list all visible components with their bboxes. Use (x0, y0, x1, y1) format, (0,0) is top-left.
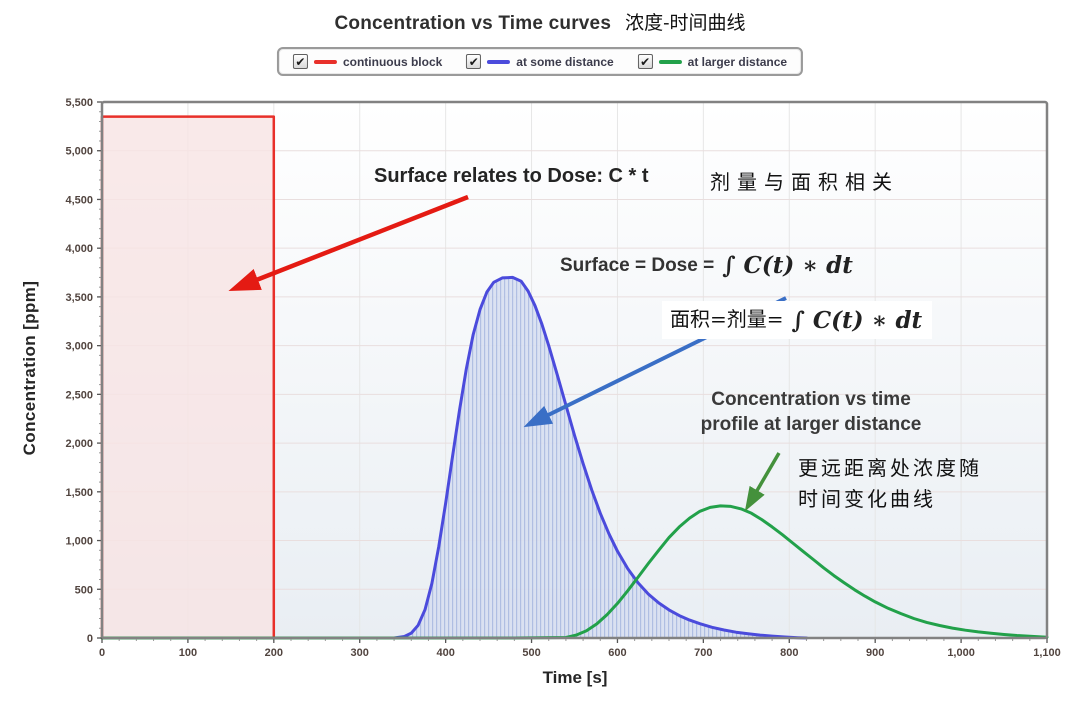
series-at-some-distance-fill (394, 277, 807, 638)
chart-title-zh: 浓度-时间曲线 (625, 12, 746, 34)
legend-item-label: at some distance (516, 54, 614, 69)
x-tick-label: 300 (351, 647, 369, 659)
x-tick-label: 100 (179, 647, 197, 659)
annotation-larger-profile-en: Concentration vs time profile at larger … (680, 387, 942, 437)
legend-item[interactable]: ✔ continuous block (292, 54, 443, 69)
y-tick-label: 3,000 (65, 341, 93, 353)
y-tick-label: 4,500 (65, 194, 93, 206)
annotation-surface-formula: Surface = Dose = ∫ C(t) ∗ dt (560, 252, 853, 279)
x-axis-label: Time [s] (542, 668, 608, 687)
x-tick-label: 1,000 (947, 647, 975, 659)
larger-profile-line2: profile at larger distance (700, 414, 922, 435)
legend-line-swatch (658, 59, 682, 64)
x-tick-label: 400 (436, 647, 454, 659)
larger-profile-line1: Concentration vs time (711, 389, 911, 410)
y-tick-label: 1,000 (65, 536, 93, 548)
legend-line-swatch (487, 59, 511, 64)
legend-line-swatch (313, 59, 337, 64)
x-tick-label: 1,100 (1033, 647, 1061, 659)
larger-profile-zh1: 更远距离处浓度随 (798, 456, 982, 480)
chart-title: Concentration vs Time curves 浓度-时间曲线 (334, 8, 745, 35)
series-continuous-block-fill (102, 116, 274, 639)
legend: ✔ continuous block ✔ at some distance ✔ … (276, 47, 804, 76)
y-tick-label: 500 (75, 584, 93, 596)
x-tick-label: 0 (99, 647, 105, 659)
annotation-larger-profile-zh: 更远距离处浓度随 时间变化曲线 (798, 453, 1008, 515)
x-tick-label: 900 (866, 647, 884, 659)
red-arrow (228, 194, 469, 291)
formula-math: ∫ C(t) ∗ dt (722, 252, 853, 279)
annotation-surface-formula-zh: 面积=剂量= ∫ C(t) ∗ dt (662, 301, 933, 339)
checkbox-icon[interactable]: ✔ (637, 54, 653, 69)
formula-zh-prefix: 面积=剂量= (670, 307, 784, 331)
annotation-surface-dose-zh: 剂量与面积相关 (710, 170, 899, 194)
formula-prefix: Surface = Dose = (560, 255, 715, 276)
larger-profile-zh2: 时间变化曲线 (798, 487, 936, 511)
x-tick-label: 800 (780, 647, 798, 659)
legend-item-label: continuous block (342, 54, 443, 69)
x-tick-label: 600 (608, 647, 626, 659)
y-tick-label: 2,500 (65, 389, 93, 401)
plot-border (100, 100, 1049, 640)
x-tick-label: 200 (265, 647, 283, 659)
chart-title-en: Concentration vs Time curves (334, 13, 612, 34)
checkbox-icon[interactable]: ✔ (292, 54, 308, 69)
y-tick-label: 5,500 (65, 97, 93, 109)
y-tick-label: 2,000 (65, 438, 93, 450)
checkbox-icon[interactable]: ✔ (466, 54, 482, 69)
green-arrow (744, 452, 781, 512)
series-at-larger-distance-line (100, 504, 1049, 640)
y-axis-label: Concentration [ppm] (20, 280, 39, 456)
legend-item[interactable]: ✔ at some distance (466, 54, 614, 69)
formula-zh-math: ∫ C(t) ∗ dt (791, 307, 923, 334)
legend-item-label: at larger distance (687, 54, 788, 69)
annotation-surface-dose-en: Surface relates to Dose: C * t (374, 165, 649, 187)
y-tick-label: 5,000 (65, 146, 93, 158)
legend-item[interactable]: ✔ at larger distance (637, 54, 788, 69)
y-tick-label: 3,500 (65, 292, 93, 304)
x-tick-label: 700 (694, 647, 712, 659)
y-tick-label: 4,000 (65, 243, 93, 255)
x-tick-label: 500 (522, 647, 540, 659)
y-tick-label: 0 (87, 633, 93, 645)
y-tick-label: 1,500 (65, 487, 93, 499)
